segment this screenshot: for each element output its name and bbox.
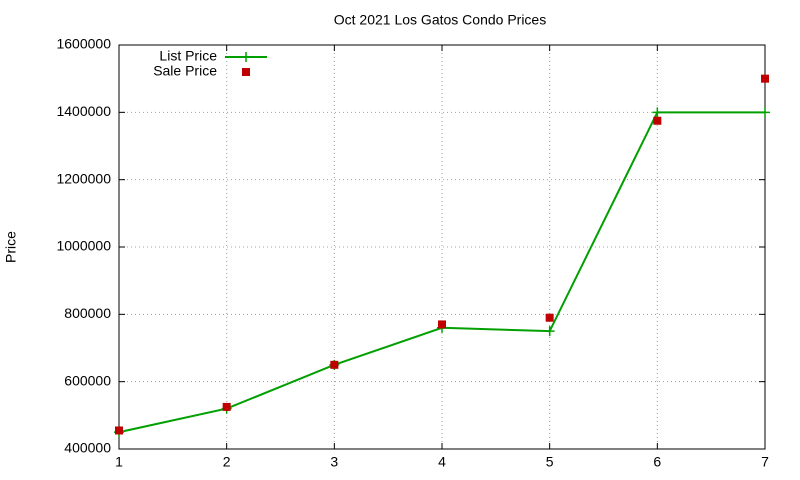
legend-swatch <box>241 52 251 62</box>
point-marker <box>330 360 339 369</box>
legend-swatch <box>242 68 250 76</box>
x-tick-label: 1 <box>115 454 123 470</box>
point-marker <box>544 326 555 337</box>
point-marker <box>545 313 554 322</box>
x-tick-label: 4 <box>438 454 446 470</box>
point-marker <box>652 107 663 118</box>
y-tick-label: 1600000 <box>56 36 111 52</box>
y-tick-label: 400000 <box>64 440 111 456</box>
point-marker <box>760 107 770 118</box>
legend-label: List Price <box>159 48 217 64</box>
point-marker <box>653 116 662 125</box>
point-marker <box>115 426 123 435</box>
y-tick-label: 600000 <box>64 372 111 388</box>
y-tick-label: 1200000 <box>56 170 111 186</box>
point-marker <box>438 320 446 329</box>
y-axis-label: Price <box>3 231 19 263</box>
x-tick-label: 7 <box>761 454 769 470</box>
plot-frame <box>118 44 766 450</box>
x-tick-label: 3 <box>330 454 338 470</box>
y-tick-label: 1000000 <box>56 238 111 254</box>
y-tick-label: 1400000 <box>56 103 111 119</box>
x-tick-label: 6 <box>653 454 661 470</box>
y-tick-label: 800000 <box>64 305 111 321</box>
series-line <box>118 111 765 434</box>
chart-title: Oct 2021 Los Gatos Condo Prices <box>334 12 546 28</box>
point-marker <box>761 74 769 83</box>
x-tick-label: 2 <box>223 454 231 470</box>
point-marker <box>222 402 231 411</box>
legend-label: Sale Price <box>153 63 217 79</box>
x-tick-label: 5 <box>546 454 554 470</box>
